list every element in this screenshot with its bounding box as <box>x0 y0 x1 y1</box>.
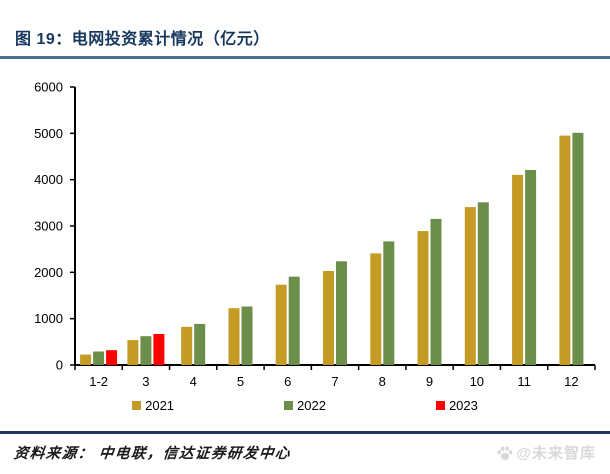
bar-chart-canvas: 0 1000 2000 3000 4000 5000 6000 1-2 3 4 5 6 7 8 9 10 11 1… <box>34 80 596 389</box>
y-tick-label: 3000 <box>34 219 63 234</box>
chart-legend: 2021 2022 2023 <box>0 398 610 413</box>
bar-2021-month-8 <box>370 253 382 365</box>
y-tick-label: 5000 <box>34 126 63 141</box>
bar-2021-month-9 <box>417 231 429 365</box>
watermark-text: @未来智库 <box>516 445 596 462</box>
y-tick-label: 1000 <box>34 311 63 326</box>
legend-label-2023: 2023 <box>448 398 478 413</box>
bar-2021-month-6 <box>275 284 287 365</box>
footer-divider <box>0 431 610 434</box>
paw-icon <box>497 445 513 460</box>
watermark: @未来智库 <box>496 442 596 463</box>
bar-2022-month-11 <box>525 170 537 365</box>
bar-2021-month-11 <box>512 174 524 365</box>
bar-2022-month-5 <box>241 306 253 365</box>
legend-swatch-2021 <box>132 401 142 410</box>
bar-2021-month-1-2 <box>80 354 92 365</box>
x-tick-label: 10 <box>470 374 484 389</box>
legend-item-2022: 2022 <box>284 398 326 413</box>
bar-2021-month-3 <box>127 340 139 365</box>
x-tick-label: 9 <box>426 374 433 389</box>
x-tick-label: 11 <box>517 374 531 389</box>
x-tick-label: 8 <box>379 374 386 389</box>
y-tick-label: 2000 <box>34 265 63 280</box>
y-tick-label: 6000 <box>34 80 63 95</box>
source-note: 资料来源： 中电联，信达证券研发中心 <box>13 446 292 462</box>
x-tick-label: 1-2 <box>89 374 108 389</box>
bar-2023-month-3 <box>153 334 165 365</box>
legend-swatch-2023 <box>435 401 445 410</box>
x-tick-label: 5 <box>237 374 244 389</box>
legend-swatch-2022 <box>284 401 294 410</box>
bar-2022-month-6 <box>288 276 300 365</box>
bar-2022-month-7 <box>336 261 347 365</box>
bar-2021-month-12 <box>559 135 571 365</box>
x-tick-label: 6 <box>284 374 291 389</box>
legend-label-2022: 2022 <box>297 398 326 413</box>
x-tick-label: 3 <box>142 374 149 389</box>
legend-label-2021: 2021 <box>145 398 175 413</box>
x-tick-label: 12 <box>564 374 578 389</box>
bar-2022-month-1-2 <box>93 351 105 365</box>
bar-2021-month-4 <box>181 326 193 365</box>
y-tick-label: 4000 <box>34 172 63 187</box>
figure-title: 图 19：电网投资累计情况（亿元） <box>15 31 270 48</box>
x-tick-label: 7 <box>331 374 338 389</box>
title-divider <box>0 56 610 59</box>
bar-2022-month-8 <box>383 241 395 365</box>
bar-2022-month-10 <box>477 202 489 365</box>
bar-2022-month-3 <box>140 336 152 365</box>
bar-2023-month-1-2 <box>106 350 118 365</box>
x-tick-label: 4 <box>190 374 197 389</box>
bar-2021-month-7 <box>323 271 334 365</box>
bar-2022-month-9 <box>430 218 442 365</box>
legend-item-2023: 2023 <box>435 398 478 413</box>
bar-2021-month-10 <box>464 207 476 365</box>
y-tick-label: 0 <box>56 358 63 373</box>
bar-2021-month-5 <box>228 308 240 365</box>
bar-2022-month-4 <box>194 323 206 365</box>
bar-2022-month-12 <box>572 132 584 365</box>
legend-item-2021: 2021 <box>132 398 174 413</box>
